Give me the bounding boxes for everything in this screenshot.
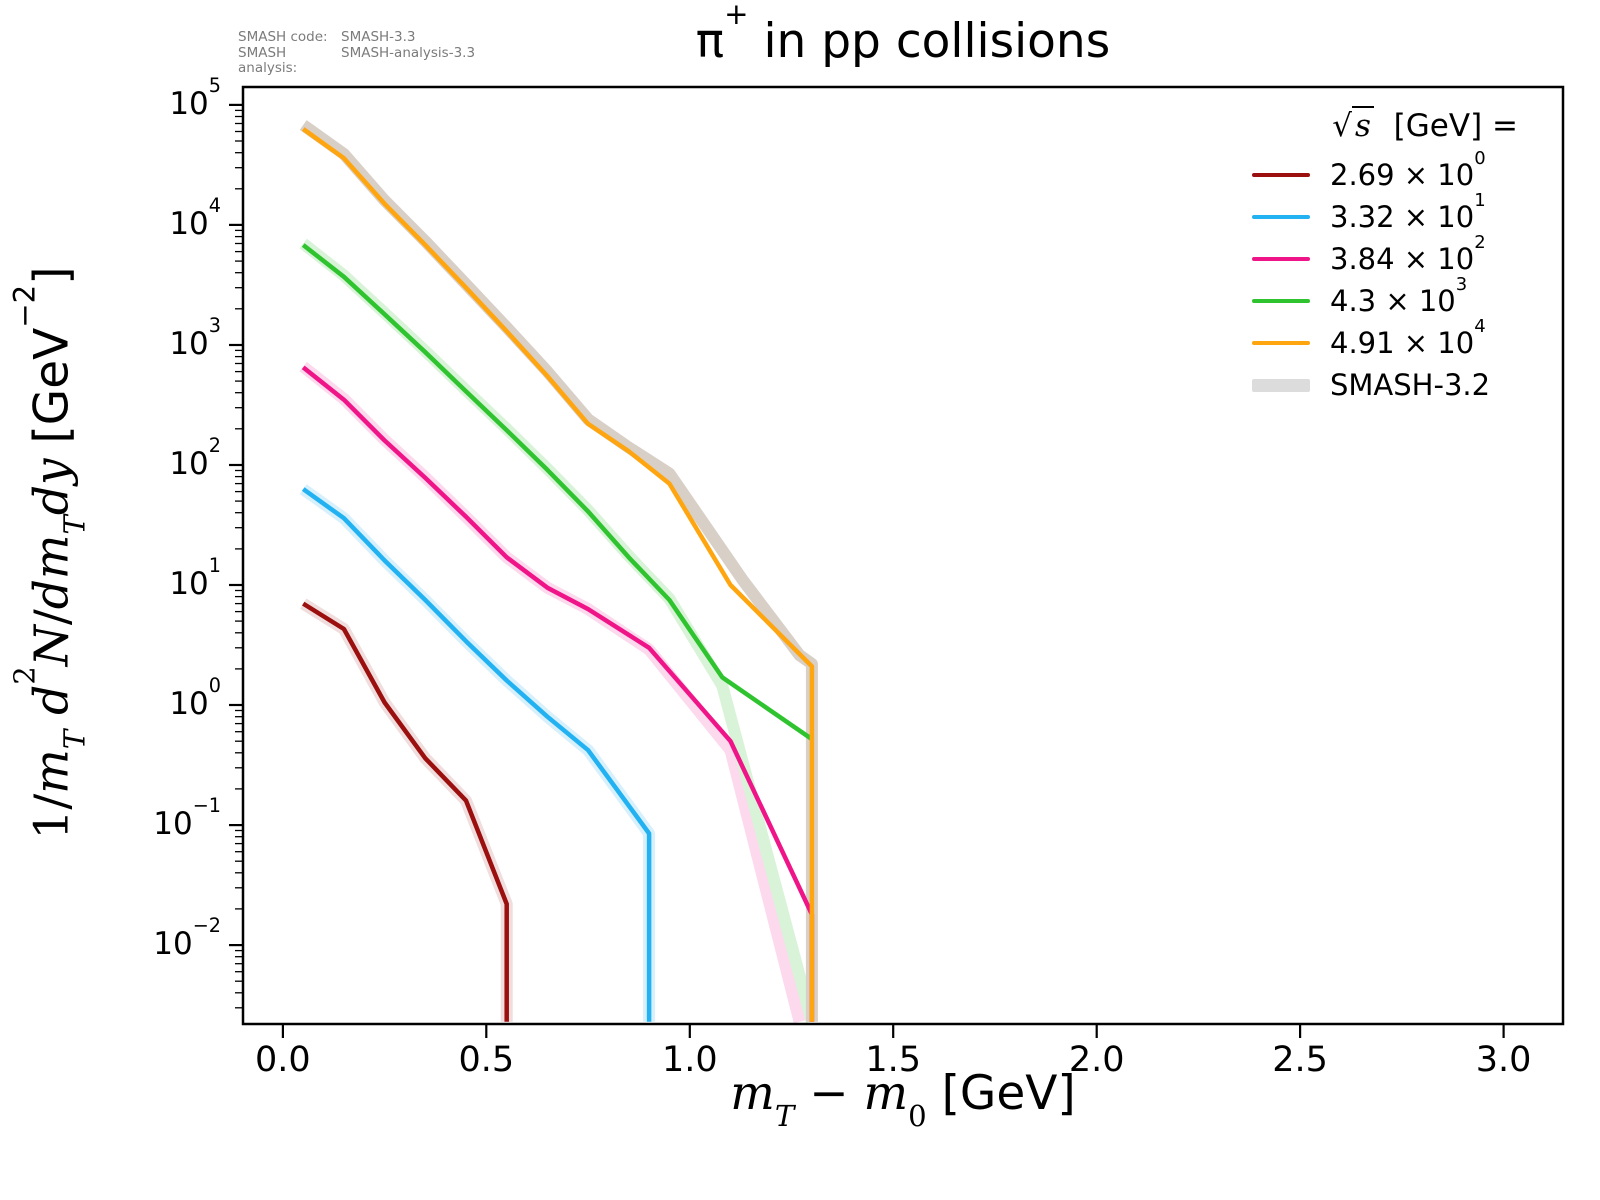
legend-entry-1: 3.32 × 101 (1252, 190, 1520, 238)
smash-code-line: SMASH code: SMASH-3.3 (238, 29, 475, 46)
legend-swatch (1252, 298, 1310, 304)
band-1 (299, 484, 656, 1022)
line-4 (301, 127, 815, 1022)
legend-label: 4.91 × 104 (1330, 316, 1486, 360)
legend-rows: 2.69 × 100 3.32 × 101 3.84 × 102 4.3 × 103 4… (1252, 148, 1520, 406)
band-0 (300, 598, 513, 1022)
band-4 (299, 120, 818, 1022)
legend-entry-5: SMASH-3.2 (1252, 364, 1520, 406)
smash-code-value: SMASH-3.3 (341, 29, 416, 45)
x-tick-label: 3.0 (1475, 1040, 1532, 1080)
x-tick-label: 2.0 (1068, 1040, 1125, 1080)
band-3 (299, 238, 818, 1024)
smash-code-label: SMASH code: (238, 29, 328, 45)
x-tick-label: 2.5 (1272, 1040, 1328, 1080)
legend-entry-4: 4.91 × 104 (1252, 316, 1520, 364)
y-tick-label: 103 (169, 314, 221, 362)
y-axis-label: 1/mT d2N/dmTdy [GeV−2] (7, 266, 92, 840)
legend-title: √s [GeV] = (1332, 106, 1518, 144)
line-2 (301, 365, 815, 1022)
x-tick-label: 0.0 (255, 1040, 311, 1080)
legend-entry-0: 2.69 × 100 (1252, 148, 1520, 196)
legend-label: 3.84 × 102 (1330, 232, 1486, 276)
legend-label: SMASH-3.2 (1330, 368, 1491, 402)
legend-label: 4.3 × 103 (1330, 274, 1468, 318)
legend: √s [GeV] = 2.69 × 100 3.32 × 101 3.84 × 10… (1252, 106, 1520, 406)
x-tick-label: 0.5 (458, 1040, 515, 1080)
line-1 (301, 487, 652, 1022)
legend-swatch (1252, 214, 1310, 220)
legend-swatch (1252, 172, 1310, 178)
line-3 (301, 243, 814, 741)
x-tick-label: 1.0 (661, 1040, 718, 1080)
legend-swatch (1252, 256, 1310, 262)
legend-entry-3: 4.3 × 103 (1252, 274, 1520, 322)
smash-version-annotation: SMASH code: SMASH-3.3 SMASH analysis: SM… (238, 29, 476, 77)
axes-frame (241, 85, 1565, 1026)
legend-label: 2.69 × 100 (1330, 148, 1486, 192)
y-tick-label: 104 (169, 194, 221, 242)
chart-title: π+ in pp collisions (695, 0, 1111, 69)
y-tick-label: 100 (169, 674, 221, 723)
y-tick-label: 105 (169, 74, 221, 122)
smash-analysis-value: SMASH-analysis-3.3 (341, 44, 476, 61)
smash-analysis-line: SMASH analysis: SMASH-analysis-3.3 (238, 44, 476, 77)
x-tick-label: 1.5 (865, 1040, 922, 1080)
legend-swatch (1252, 378, 1310, 392)
smash-analysis-label: SMASH analysis: (238, 44, 298, 76)
y-tick-label: 102 (169, 434, 221, 482)
y-tick-label: 10−2 (153, 914, 221, 963)
y-tick-label: 10−1 (153, 794, 221, 843)
legend-swatch (1252, 340, 1310, 346)
legend-label: 3.32 × 101 (1330, 190, 1486, 234)
y-tick-label: 101 (169, 554, 221, 602)
legend-entry-2: 3.84 × 102 (1252, 232, 1520, 280)
line-0 (302, 601, 509, 1022)
x-axis-label: mT − m0 [GeV] (730, 1066, 1076, 1133)
